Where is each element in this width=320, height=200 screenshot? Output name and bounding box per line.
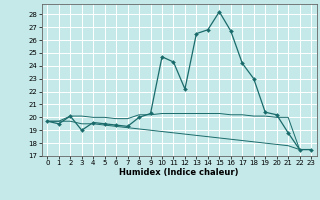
X-axis label: Humidex (Indice chaleur): Humidex (Indice chaleur) xyxy=(119,168,239,177)
